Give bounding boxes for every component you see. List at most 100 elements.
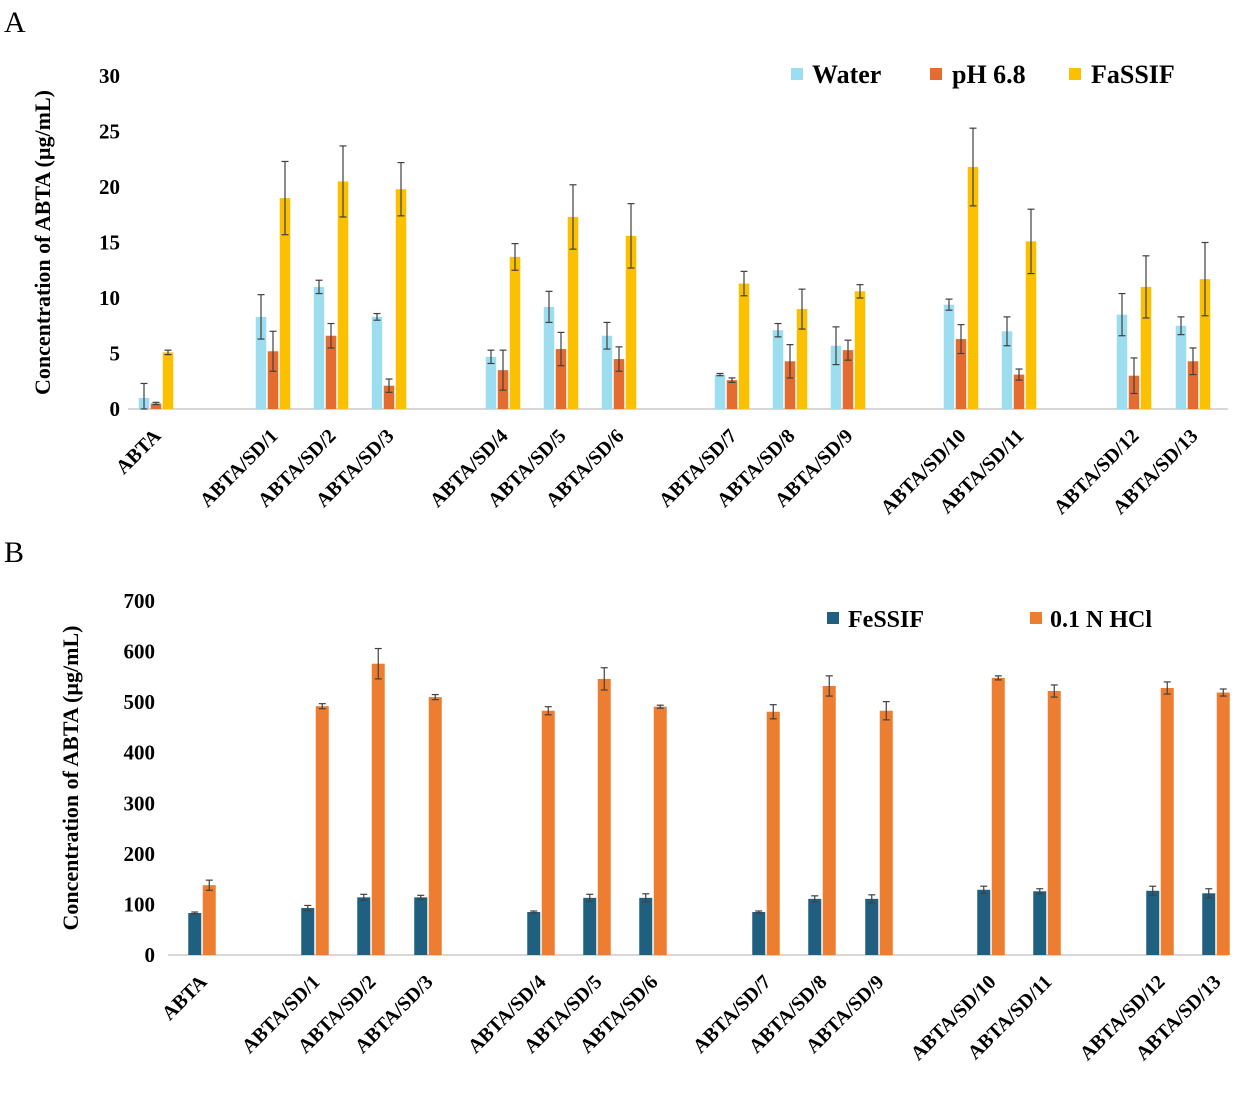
chart-panel-a: 0 5 10 15 20 25 30 Concentration of ABTA (µg/mL… [30,60,1228,519]
error-bar [1205,888,1213,899]
legend-swatch [827,612,839,624]
x-tick-label: ABTA [158,971,212,1025]
error-bar [786,344,794,379]
bar-water [1175,325,1187,409]
error-bar [1015,368,1023,381]
error-bar [1118,292,1126,337]
bar-ph-6-8 [267,351,279,409]
bar-ph-6-8 [555,349,567,409]
bar-fessif [752,912,766,955]
error-bar [769,704,777,720]
y-tick-label: 20 [99,175,120,199]
error-bar [1027,208,1035,275]
bar-fassif [162,352,174,409]
bar-fessif [1033,891,1047,955]
legend-entry: 0.1 N HCl [1030,607,1152,633]
y-tick-label: 0 [145,943,156,967]
bar-water [943,304,955,409]
error-bar [994,675,1002,681]
error-bar [980,885,988,894]
error-bar [603,321,611,350]
error-bar [856,284,864,299]
error-bar [1219,688,1227,697]
error-bar [304,904,312,912]
error-bar [191,911,199,915]
y-tick-label: 300 [124,791,156,815]
error-bar [257,294,265,340]
bar-0-1-n-hcl [541,710,555,955]
bar-0-1-n-hcl [315,706,329,955]
error-bar [1177,316,1185,336]
bar-water [485,356,497,409]
y-tick-label: 15 [99,231,120,255]
y-axis-label: Concentration of ABTA (µg/mL) [58,626,83,931]
error-bar [774,322,782,338]
error-bar [615,346,623,372]
error-bar [716,372,724,377]
x-tick-label: ABTA [112,425,166,479]
legend-swatch [930,68,942,80]
error-bar [755,910,763,914]
error-bar [569,184,577,250]
error-bar [656,704,664,709]
error-bar [1201,241,1209,317]
error-bar [385,378,393,393]
panel-a-letter: A [4,6,26,39]
error-bar [205,879,213,891]
bar-fassif [567,216,579,409]
bar-0-1-n-hcl [1160,687,1174,955]
bar-0-1-n-hcl [597,678,611,955]
legend-swatch [1030,612,1042,624]
bar-0-1-n-hcl [879,710,893,955]
bar-fessif [414,897,428,955]
error-bar [374,647,382,680]
y-tick-label: 500 [124,690,156,714]
error-bar [281,160,289,236]
bar-fassif [625,235,637,409]
error-bar [868,894,876,904]
error-bar [969,127,977,207]
bar-ph-6-8 [613,359,625,409]
bar-fassif [279,198,291,409]
y-tick-label: 200 [124,842,156,866]
bar-0-1-n-hcl [428,697,442,955]
y-tick-label: 400 [124,741,156,765]
bar-water [313,286,325,409]
error-bar [1050,684,1058,698]
bar-water [772,330,784,409]
error-bar [327,322,335,349]
bar-water [714,374,726,409]
error-bar [1142,255,1150,319]
bar-fassif [967,167,979,409]
bar-water [1001,331,1013,409]
error-bar [315,279,323,295]
legend-label: 0.1 N HCl [1050,607,1152,633]
bar-water [255,316,267,409]
y-tick-label: 5 [110,342,121,366]
bar-water [830,345,842,409]
bar-0-1-n-hcl [991,677,1005,955]
bar-water [1116,314,1128,409]
error-bar [832,326,840,366]
error-bar [1189,347,1197,376]
chart-panel-b: 0 100 200 300 400 500 600 700 Concentration of A… [58,589,1230,1065]
error-bar [339,145,347,218]
bar-0-1-n-hcl [371,663,385,955]
error-bar [627,203,635,269]
legend-entry: pH 6.8 [930,60,1026,89]
bar-0-1-n-hcl [766,711,780,955]
legend-entry: FaSSIF [1069,60,1175,89]
bar-fessif [527,912,541,955]
panel-b-letter: B [4,536,24,569]
bar-water [543,306,555,409]
error-bar [499,349,507,391]
bar-fassif [337,181,349,409]
bar-fassif [854,291,866,409]
bar-0-1-n-hcl [822,685,836,955]
error-bar [164,349,172,356]
error-bar [431,693,439,701]
error-bar [545,290,553,324]
error-bar [600,667,608,691]
bar-ph-6-8 [325,335,337,409]
